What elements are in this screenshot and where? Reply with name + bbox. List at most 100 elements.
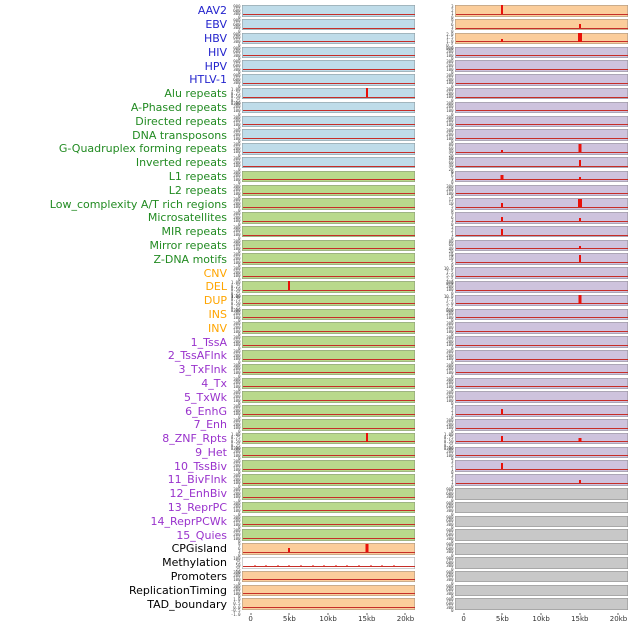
signal-baseline xyxy=(455,137,628,139)
y-tick-label: 10.0 xyxy=(443,293,454,299)
y-tick-label: 50 xyxy=(235,563,241,569)
right-track-panel xyxy=(455,515,628,528)
y-tick-label: 0 xyxy=(238,373,241,379)
y-tick-label: 900 xyxy=(446,556,454,562)
signal-baseline xyxy=(242,96,415,98)
y-tick-label: 0 xyxy=(451,346,454,352)
y-tick-label: 0.00 xyxy=(230,308,241,314)
left-track-panel xyxy=(242,32,415,45)
y-tick-label: 2 xyxy=(451,7,454,13)
y-tick-label: 5.0 xyxy=(446,301,454,307)
right-y-axis-ticks: 10.0 7.5 5.0 2.5 0.0 xyxy=(443,293,455,313)
signal-baseline xyxy=(455,41,628,43)
y-tick-label: 0 xyxy=(451,497,454,503)
y-tick-label: 0 xyxy=(238,83,241,89)
signal-baseline xyxy=(242,593,415,595)
y-tick-label: 300 xyxy=(233,500,241,506)
signal-baseline xyxy=(242,289,415,291)
left-track-panel xyxy=(242,225,415,238)
left-y-axis-ticks: 300 200 100 0 xyxy=(230,170,242,184)
y-tick-label: 900 xyxy=(446,597,454,603)
signal-baseline xyxy=(455,55,628,57)
y-tick-label: 300 xyxy=(233,307,241,313)
y-tick-label: 200 xyxy=(233,463,241,469)
signal-baseline xyxy=(242,68,415,70)
row-label: Microsatellites xyxy=(147,211,227,225)
signal-baseline xyxy=(242,137,415,139)
y-tick-label: 600 xyxy=(446,518,454,524)
y-tick-label: 0 xyxy=(238,428,241,434)
y-tick-label: 0 xyxy=(238,470,241,476)
y-tick-label: 900 xyxy=(446,500,454,506)
y-tick-label: 0 xyxy=(238,125,241,131)
right-track-panel xyxy=(455,46,628,59)
left-track-panel xyxy=(242,529,415,541)
y-tick-label: 200 xyxy=(446,394,454,400)
y-tick-label: 300 xyxy=(233,362,241,368)
right-track-panel xyxy=(455,432,628,445)
signal-baseline xyxy=(455,262,628,263)
y-tick-label: 900 xyxy=(233,31,241,37)
left-y-axis-ticks: 300 200 100 0 xyxy=(230,322,242,336)
track-row: 9_Het 300 200 100 0 300 200 100 0 xyxy=(0,445,630,461)
y-tick-label: 200 xyxy=(446,187,454,193)
y-tick-label: 0 xyxy=(238,539,241,545)
signal-baseline xyxy=(455,68,628,70)
y-tick-label: 1.00 xyxy=(230,293,241,299)
right-y-axis-ticks: 300 200 100 0 xyxy=(443,308,455,322)
y-tick-label: 3 xyxy=(451,218,454,224)
left-track-panel xyxy=(242,363,415,376)
y-tick-label: 200 xyxy=(446,421,454,427)
signal-baseline xyxy=(242,607,415,608)
y-tick-label: 300 xyxy=(446,376,454,382)
y-tick-label: 300 xyxy=(446,335,454,341)
y-tick-label: 0 xyxy=(238,525,241,531)
track-row: Mirror repeats 300 200 100 0 80 60 40 20 0 xyxy=(0,239,630,257)
y-tick-label: 300 xyxy=(233,335,241,341)
y-tick-label: 300 xyxy=(446,521,454,527)
y-tick-label: 2.5 xyxy=(446,304,454,310)
y-tick-label: 100 xyxy=(233,149,241,155)
left-track-panel xyxy=(242,143,415,155)
y-tick-label: 0 xyxy=(451,566,454,572)
y-tick-label: 3 xyxy=(451,459,454,465)
y-tick-label: 0.25 xyxy=(230,304,241,310)
y-tick-label: 300 xyxy=(233,114,241,120)
left-y-axis-ticks: 1.00 0.75 0.50 0.25 0.00 xyxy=(230,281,242,299)
y-tick-label: 0 xyxy=(451,594,454,600)
row-label: MIR repeats xyxy=(161,225,227,239)
signal-baseline xyxy=(242,151,415,153)
y-tick-label: 1.00 xyxy=(443,431,454,437)
right-track-panel xyxy=(455,350,628,362)
signal-spike xyxy=(500,174,504,180)
y-tick-label: 0 xyxy=(451,553,454,558)
y-tick-label: 300 xyxy=(446,577,454,582)
signal-baseline xyxy=(455,206,628,208)
row-label: 9_Het xyxy=(195,445,227,459)
signal-spike xyxy=(312,565,314,567)
left-y-axis-ticks: 900 600 300 0 xyxy=(230,4,242,19)
left-track-panel xyxy=(242,198,415,210)
y-tick-label: 900 xyxy=(233,4,241,10)
track-row: 7_Enh 300 200 100 0 300 200 100 0 xyxy=(0,418,630,434)
y-tick-label: 0.25 xyxy=(230,97,241,103)
y-tick-label: 300 xyxy=(446,321,454,327)
right-y-axis-ticks: 900 600 300 0 xyxy=(443,556,455,572)
left-y-axis-ticks: 300 200 100 0 xyxy=(230,307,242,322)
y-tick-label: 0 xyxy=(238,580,241,586)
y-tick-label: 0 xyxy=(238,553,241,558)
right-track-panel xyxy=(455,60,628,72)
y-tick-label: 200 xyxy=(233,131,241,137)
right-track-panel xyxy=(455,405,628,417)
y-tick-label: 200 xyxy=(233,242,241,248)
right-y-axis-ticks: 300 200 100 0 xyxy=(443,376,455,391)
signal-baseline xyxy=(455,427,628,429)
signal-baseline xyxy=(455,151,628,153)
track-row: CPGisland 9 6 3 0 900 600 300 0 xyxy=(0,542,630,558)
signal-spike xyxy=(381,565,383,567)
right-track-panel xyxy=(455,267,628,279)
signal-baseline xyxy=(455,220,628,222)
left-y-axis-ticks: 300 200 100 0 xyxy=(230,377,242,391)
signal-baseline xyxy=(242,193,415,194)
